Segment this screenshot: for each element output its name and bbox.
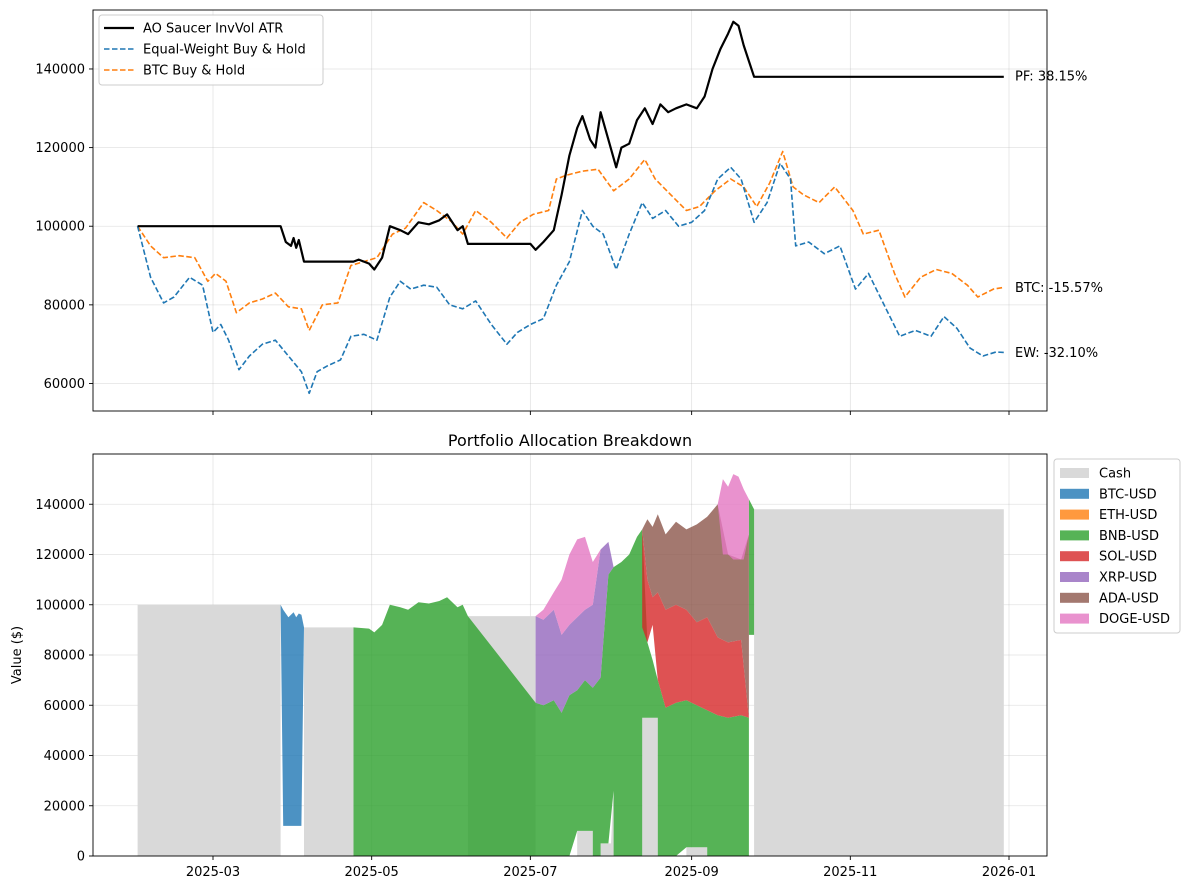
legend-swatch (1060, 488, 1089, 499)
performance-chart: 60000 80000 100000 120000 140000 PF: 38.15% B… (35, 9, 1103, 415)
legend-swatch (1060, 572, 1089, 582)
allocation-y-ticks: 0 20000 40000 60000 80000 100000 120000 140000 (35, 498, 93, 865)
x-tick-label: 2025-03 (186, 865, 240, 880)
allocation-chart-title: Portfolio Allocation Breakdown (448, 431, 692, 450)
y-tick-label: 60000 (44, 699, 85, 714)
end-value-annotation: BTC: -15.57% (1015, 281, 1103, 296)
legend-swatch (1060, 509, 1089, 520)
end-value-annotation: EW: -32.10% (1015, 346, 1098, 361)
legend-swatch (1060, 551, 1089, 562)
legend-swatch (1060, 530, 1089, 541)
y-tick-label: 100000 (35, 220, 85, 235)
allocation-x-ticks: 2025-03 2025-05 2025-07 2025-09 2025-11 2026-… (186, 856, 1036, 880)
performance-frame (92, 9, 1048, 412)
y-tick-label: 80000 (44, 649, 85, 664)
allocation-areas (137, 474, 1004, 856)
series-line-equal-weight-buy-hold (136, 162, 1004, 395)
allocation-chart: Portfolio Allocation Breakdown 0 20000 400… (10, 431, 1181, 880)
legend-label: ETH-USD (1099, 508, 1157, 523)
legend-label: BTC-USD (1099, 487, 1157, 502)
legend-label: XRP-USD (1099, 571, 1157, 586)
performance-y-ticks: 60000 80000 100000 120000 140000 (35, 62, 93, 392)
area-doge-usd (535, 474, 749, 635)
legend-label: DOGE-USD (1099, 612, 1170, 627)
y-tick-label: 140000 (35, 62, 85, 77)
x-tick-label: 2025-11 (823, 865, 877, 880)
y-tick-label: 100000 (35, 598, 85, 613)
end-value-annotation: PF: 38.15% (1015, 70, 1087, 85)
area-bnb-usd (353, 499, 755, 856)
x-tick-label: 2026-01 (982, 865, 1036, 880)
legend-label: AO Saucer InvVol ATR (143, 22, 283, 37)
legend-label: Equal-Weight Buy & Hold (143, 43, 306, 58)
area-ada-usd (642, 504, 749, 718)
y-tick-label: 80000 (44, 298, 85, 313)
y-tick-label: 140000 (35, 498, 85, 513)
y-tick-label: 20000 (44, 799, 85, 814)
legend-box (1053, 458, 1181, 634)
y-tick-label: 120000 (35, 141, 85, 156)
y-tick-label: 40000 (44, 749, 85, 764)
y-tick-label: 120000 (35, 548, 85, 563)
legend-swatch (1060, 613, 1089, 624)
performance-annotations: PF: 38.15% BTC: -15.57% EW: -32.10% (1015, 70, 1103, 361)
legend-label: SOL-USD (1099, 550, 1157, 565)
x-tick-label: 2025-07 (503, 865, 557, 880)
legend-label: BNB-USD (1099, 529, 1159, 544)
performance-legend: AO Saucer InvVol ATR Equal-Weight Buy & H… (98, 14, 324, 86)
series-line-btc-buy-hold (136, 150, 1004, 332)
performance-x-ticks (212, 411, 1010, 415)
performance-series (136, 20, 1004, 395)
allocation-legend: Cash BTC-USD ETH-USD BNB-USD SOL-USD XRP-USD A… (1053, 458, 1181, 634)
legend-label: Cash (1099, 467, 1131, 482)
area-sol-usd (642, 529, 749, 718)
legend-swatch (1060, 468, 1089, 478)
y-tick-label: 60000 (44, 377, 85, 392)
x-tick-label: 2025-09 (664, 865, 718, 880)
legend-label: ADA-USD (1099, 591, 1159, 606)
x-tick-label: 2025-05 (345, 865, 399, 880)
legend-box (98, 14, 324, 86)
y-tick-label: 0 (77, 850, 85, 865)
series-line-ao-saucer-invvol-atr (137, 20, 1004, 271)
area-cash (137, 509, 1004, 856)
legend-label: BTC Buy & Hold (143, 64, 245, 79)
legend-swatch (1060, 592, 1089, 603)
area-btc-usd (280, 604, 304, 826)
area-xrp-usd (535, 541, 614, 713)
allocation-y-axis-label: Value ($) (10, 626, 25, 684)
